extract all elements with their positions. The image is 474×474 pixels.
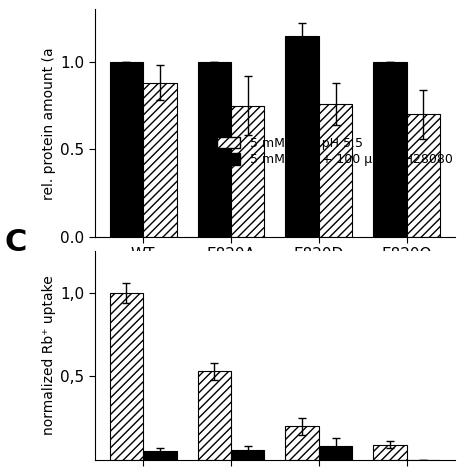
Bar [319, 104, 352, 237]
Y-axis label: rel. protein amount (a: rel. protein amount (a [42, 47, 56, 200]
Bar [374, 62, 407, 237]
Y-axis label: normalized Rb⁺ uptake: normalized Rb⁺ uptake [42, 275, 56, 436]
Bar [143, 451, 176, 460]
Bar [110, 62, 143, 237]
Bar [198, 62, 231, 237]
Bar [198, 371, 231, 460]
Legend: 5 mM RbCl pH 5.5, 5 mM RbCl + 100 μM SCH28080: 5 mM RbCl pH 5.5, 5 mM RbCl + 100 μM SCH… [217, 137, 452, 166]
Bar [143, 83, 176, 237]
Bar [231, 106, 264, 237]
Bar [407, 115, 440, 237]
Bar [285, 36, 319, 237]
Bar [285, 427, 319, 460]
Text: C: C [5, 228, 27, 256]
Bar [374, 445, 407, 460]
Bar [110, 293, 143, 460]
Bar [319, 447, 352, 460]
Bar [231, 450, 264, 460]
